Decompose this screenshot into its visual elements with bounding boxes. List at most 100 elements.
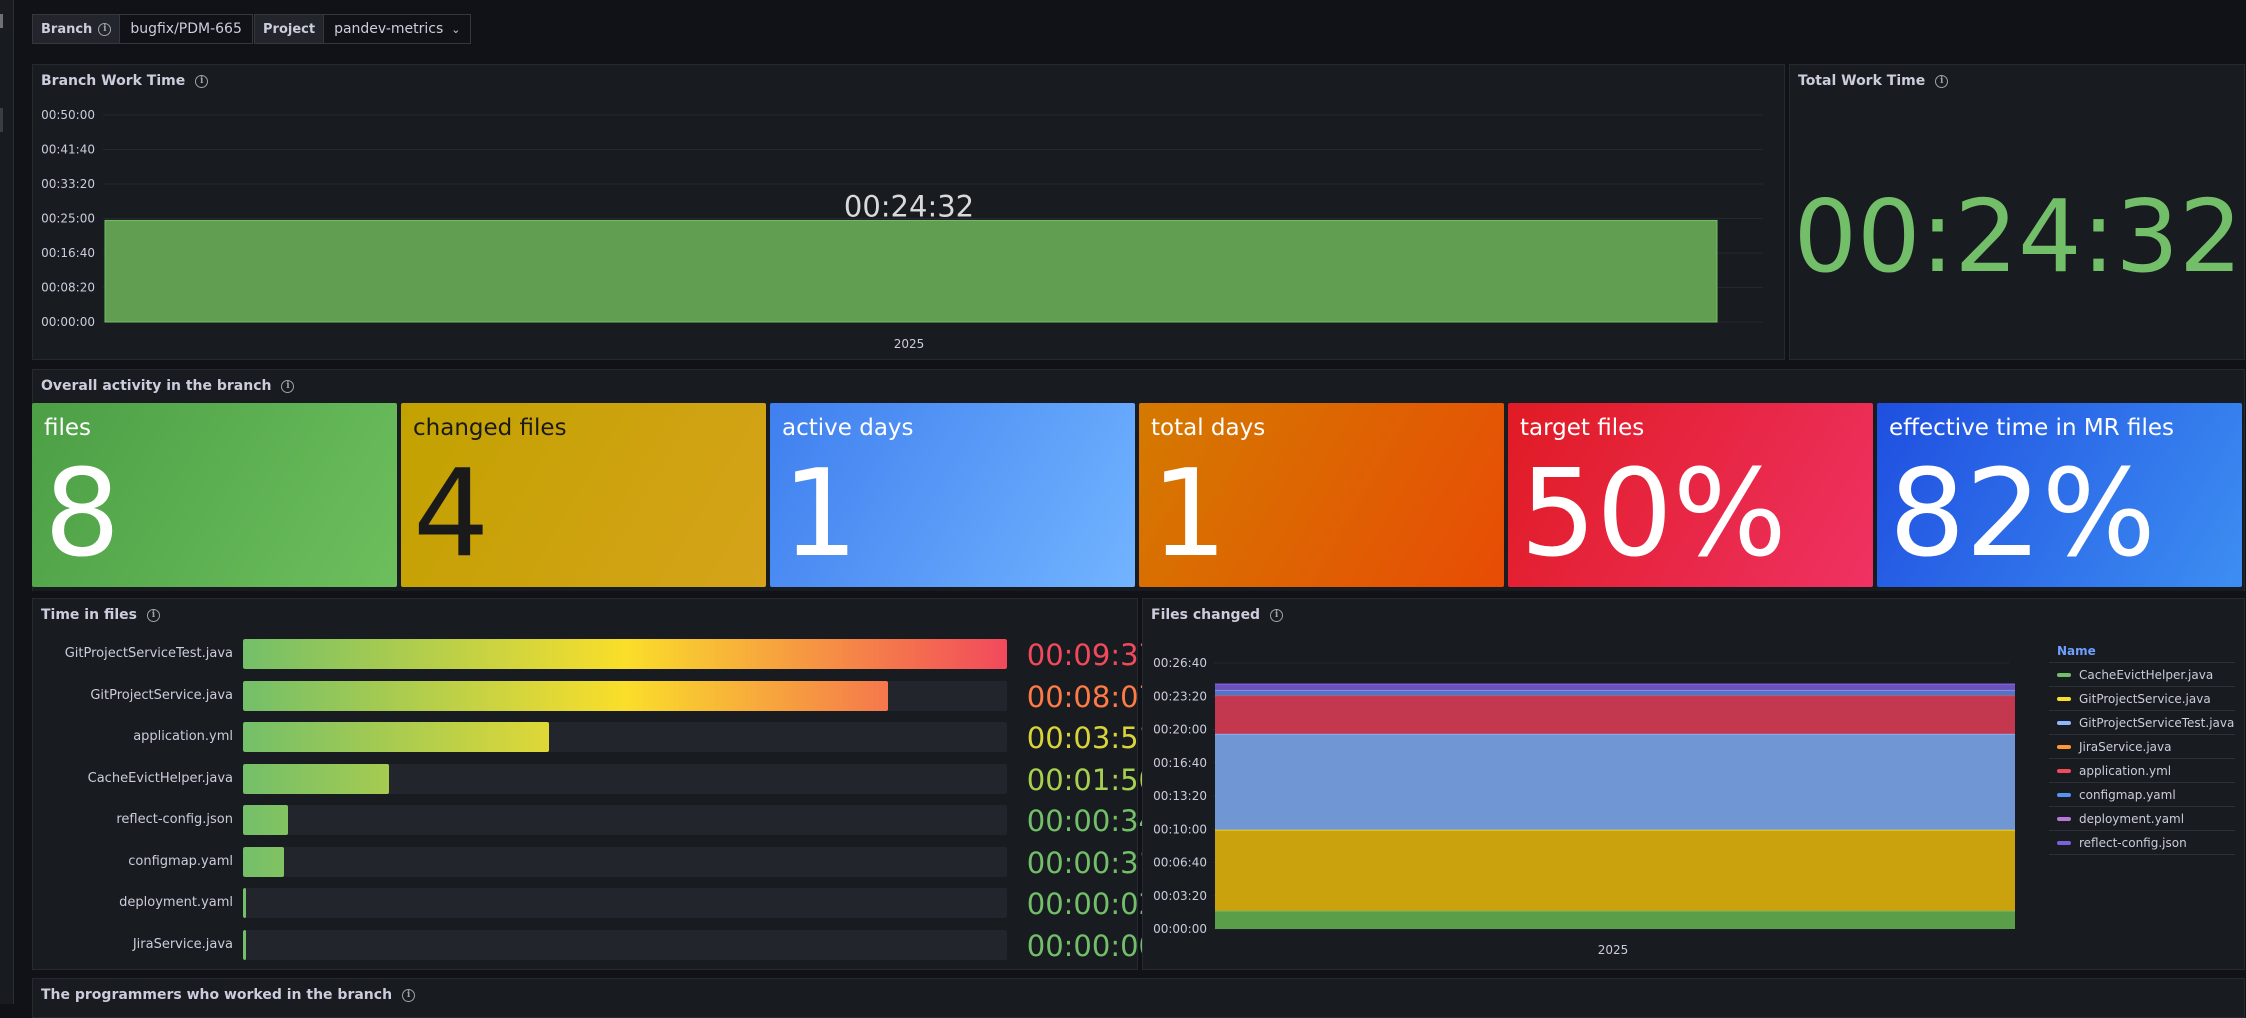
bar[interactable]: [105, 220, 1717, 322]
project-value: pandev-metrics: [334, 21, 443, 37]
bar-value-label: 00:24:32: [844, 189, 974, 223]
branch-work-time-chart: 00:00:0000:08:2000:16:4000:25:0000:33:20…: [33, 65, 1786, 361]
file-name: deployment.yaml: [41, 895, 233, 910]
y-tick-label: 00:16:40: [41, 246, 95, 260]
chevron-down-icon: ⌄: [451, 23, 460, 36]
total-work-time-value: 00:24:32: [1790, 175, 2246, 299]
legend-header[interactable]: Name: [2049, 641, 2235, 663]
y-tick-label: 00:25:00: [41, 212, 95, 226]
y-tick-label: 00:20:00: [1153, 723, 1207, 737]
file-time-value: 00:09:37: [1017, 638, 1157, 672]
file-time-fill: [243, 639, 1007, 669]
legend-swatch: [2057, 673, 2071, 677]
info-icon[interactable]: i: [1935, 75, 1948, 88]
y-tick-label: 00:13:20: [1153, 789, 1207, 803]
file-name: CacheEvictHelper.java: [41, 771, 233, 786]
stack-segment[interactable]: [1215, 695, 2015, 733]
legend-item[interactable]: reflect-config.json: [2049, 831, 2235, 855]
file-time-fill: [243, 722, 549, 752]
stat-value: 50%: [1520, 445, 1787, 585]
branch-input[interactable]: bugfix/PDM-665: [120, 14, 253, 44]
stat-effective-time-in-MR-files[interactable]: effective time in MR files 82%: [1877, 403, 2242, 587]
stack-segment[interactable]: [1215, 690, 2015, 695]
stack-segment[interactable]: [1215, 684, 2015, 690]
stat-value: 82%: [1889, 445, 2156, 585]
legend-item[interactable]: GitProjectServiceTest.java: [2049, 711, 2235, 735]
x-tick-label: 2025: [894, 337, 925, 351]
project-variable: Project pandev-metrics ⌄: [254, 14, 471, 44]
file-time-fill: [243, 764, 389, 794]
legend-swatch: [2057, 769, 2071, 773]
legend-label: application.yml: [2079, 764, 2171, 778]
info-icon[interactable]: i: [281, 380, 294, 393]
file-time-value: 00:00:31: [1017, 846, 1157, 880]
file-time-bar[interactable]: [243, 681, 1007, 711]
legend-swatch: [2057, 817, 2071, 821]
project-select[interactable]: pandev-metrics ⌄: [324, 14, 471, 44]
file-time-value: 00:08:07: [1017, 680, 1157, 714]
legend-swatch: [2057, 721, 2071, 725]
legend-item[interactable]: JiraService.java: [2049, 735, 2235, 759]
file-time-value: 00:00:00: [1017, 929, 1157, 963]
project-variable-label: Project: [254, 14, 324, 44]
stack-segment[interactable]: [1215, 830, 2015, 911]
stat-title: total days: [1151, 415, 1265, 441]
legend-item[interactable]: GitProjectService.java: [2049, 687, 2235, 711]
stack-segment[interactable]: [1215, 734, 2015, 830]
legend-swatch: [2057, 841, 2071, 845]
file-time-fill: [243, 930, 246, 960]
stack-segment[interactable]: [1215, 911, 2015, 929]
legend-label: GitProjectServiceTest.java: [2079, 716, 2234, 730]
legend-swatch: [2057, 697, 2071, 701]
legend-item[interactable]: deployment.yaml: [2049, 807, 2235, 831]
legend-item[interactable]: application.yml: [2049, 759, 2235, 783]
left-rail: [0, 0, 14, 1004]
file-time-bar[interactable]: [243, 888, 1007, 918]
programmers-panel: The programmers who worked in the branch…: [32, 978, 2245, 1018]
y-tick-label: 00:03:20: [1153, 889, 1207, 903]
y-tick-label: 00:50:00: [41, 108, 95, 122]
file-time-bar[interactable]: [243, 764, 1007, 794]
file-time-fill: [243, 847, 284, 877]
file-time-fill: [243, 681, 888, 711]
stat-title: effective time in MR files: [1889, 415, 2174, 441]
y-tick-label: 00:16:40: [1153, 756, 1207, 770]
stat-title: changed files: [413, 415, 567, 441]
file-time-fill: [243, 888, 246, 918]
file-time-bar[interactable]: [243, 639, 1007, 669]
file-name: GitProjectService.java: [41, 688, 233, 703]
legend-item[interactable]: configmap.yaml: [2049, 783, 2235, 807]
x-tick-label: 2025: [1598, 943, 1629, 957]
info-icon[interactable]: i: [147, 609, 160, 622]
info-icon[interactable]: i: [402, 989, 415, 1002]
stat-title: active days: [782, 415, 914, 441]
file-time-bar[interactable]: [243, 722, 1007, 752]
legend-label: deployment.yaml: [2079, 812, 2184, 826]
file-time-bar[interactable]: [243, 847, 1007, 877]
rail-marker: [0, 14, 3, 28]
y-tick-label: 00:33:20: [41, 177, 95, 191]
legend-label: JiraService.java: [2079, 740, 2171, 754]
file-time-bar[interactable]: [243, 930, 1007, 960]
legend-item[interactable]: CacheEvictHelper.java: [2049, 663, 2235, 687]
file-name: JiraService.java: [41, 937, 233, 952]
file-time-bar[interactable]: [243, 805, 1007, 835]
y-tick-label: 00:08:20: [41, 281, 95, 295]
info-icon[interactable]: i: [98, 23, 111, 36]
legend-swatch: [2057, 745, 2071, 749]
file-name: configmap.yaml: [41, 854, 233, 869]
y-tick-label: 00:06:40: [1153, 856, 1207, 870]
file-time-fill: [243, 805, 288, 835]
